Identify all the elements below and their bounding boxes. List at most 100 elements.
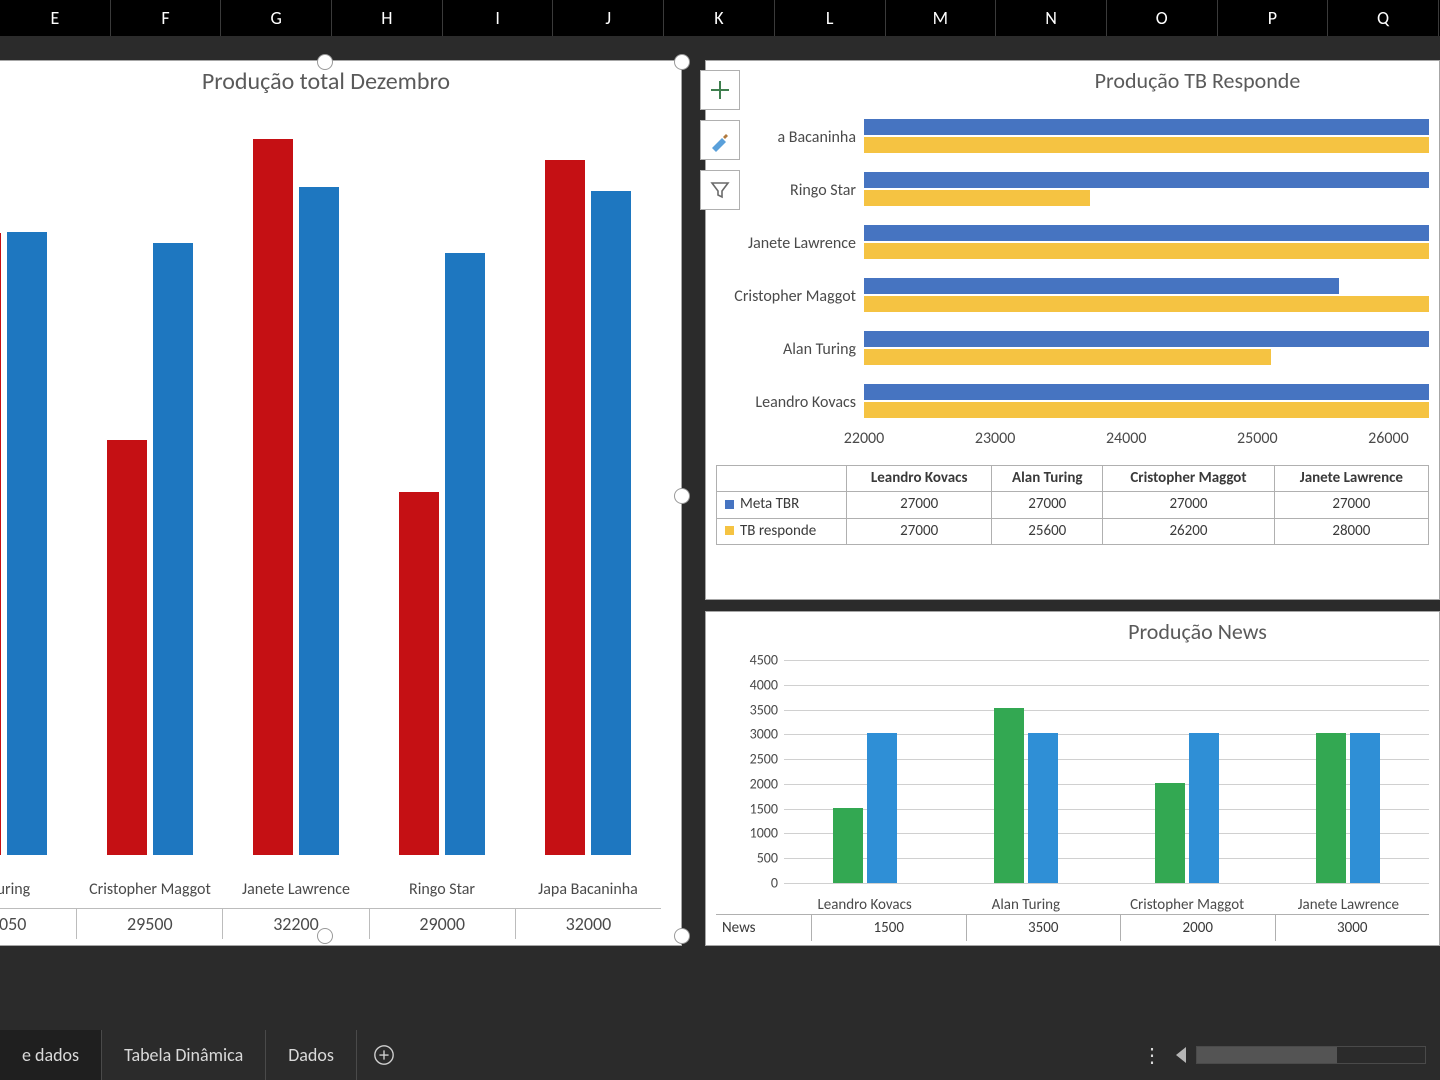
sheet-tab[interactable]: Dados [266, 1030, 357, 1080]
y-tick: 2000 [750, 775, 778, 792]
table-row-header: TB responde [717, 518, 847, 544]
y-tick: 4000 [750, 676, 778, 693]
column-header-row: EFGHIJKLMNOPQ [0, 0, 1440, 36]
y-tick: 1000 [750, 825, 778, 842]
add-sheet-button[interactable] [357, 1030, 411, 1080]
selection-handle[interactable] [674, 928, 690, 944]
hbar-label: Janete Lawrence [716, 234, 864, 253]
data-cell: 3000 [1276, 915, 1430, 941]
chart-category-axis: Leandro KovacsAlan TuringCristopher Magg… [784, 897, 1429, 914]
table-cell: 25600 [992, 518, 1103, 544]
data-cell: 3500 [967, 915, 1122, 941]
y-tick: 2500 [750, 751, 778, 768]
category-label: Janete Lawrence [1268, 897, 1429, 914]
table-col-header: Cristopher Maggot [1103, 466, 1275, 492]
selection-handle[interactable] [674, 488, 690, 504]
sheet-tab-bar: e dadosTabela DinâmicaDados ⋮ [0, 1030, 1440, 1080]
chart-add-element-button[interactable] [700, 70, 740, 110]
data-cell: 1500 [812, 915, 967, 941]
chart-tools-palette [700, 70, 740, 220]
legend-item: News [716, 915, 812, 941]
y-tick: 0 [771, 875, 778, 892]
data-cell: 30050 [0, 909, 77, 939]
data-cell: 32000 [516, 909, 661, 939]
x-tick: 22000 [844, 429, 885, 463]
category-label: Janete Lawrence [223, 879, 369, 901]
category-label: Japa Bacaninha [515, 879, 661, 901]
y-tick: 1500 [750, 800, 778, 817]
data-cell: 2000 [1121, 915, 1276, 941]
column-header-L[interactable]: L [775, 0, 886, 36]
chart-category-axis: n TuringCristopher MaggotJanete Lawrence… [0, 879, 661, 901]
column-header-O[interactable]: O [1107, 0, 1218, 36]
chart-tb-responde[interactable]: Produção TB Responde a BacaninhaRingo St… [705, 60, 1440, 600]
x-tick: 23000 [975, 429, 1016, 463]
sheet-tab[interactable]: Tabela Dinâmica [102, 1030, 266, 1080]
x-tick: 24000 [1106, 429, 1147, 463]
sheet-tab[interactable]: e dados [0, 1030, 102, 1080]
chart-news[interactable]: Produção News 0 500 1000 1500 2000 2500 3000 35… [705, 611, 1440, 946]
chart-title: Produção total Dezembro [0, 67, 681, 96]
scrollbar-track[interactable] [1196, 1046, 1426, 1064]
chart-filter-button[interactable] [700, 170, 740, 210]
column-header-Q[interactable]: Q [1328, 0, 1439, 36]
table-col-header: Alan Turing [992, 466, 1103, 492]
y-axis-ticks: 050010001500200025003000350040004500 [706, 660, 784, 883]
data-cell: 29000 [370, 909, 516, 939]
hbar-area: a BacaninhaRingo StarJanete LawrenceCris… [716, 111, 1429, 429]
hbar-label: Alan Turing [716, 340, 864, 359]
y-tick: 3500 [750, 701, 778, 718]
y-tick: 500 [757, 850, 778, 867]
category-label: Cristopher Maggot [1107, 897, 1268, 914]
column-header-G[interactable]: G [221, 0, 332, 36]
chart-title: Produção News [706, 618, 1439, 645]
selection-handle[interactable] [317, 928, 333, 944]
column-header-I[interactable]: I [443, 0, 554, 36]
category-label: Alan Turing [945, 897, 1106, 914]
column-header-M[interactable]: M [886, 0, 997, 36]
chart-bar-groups [784, 660, 1429, 883]
chart-plot-area [0, 131, 661, 855]
selection-handle[interactable] [674, 54, 690, 70]
hbar-label: Leandro Kovacs [716, 393, 864, 412]
hbar-label: Cristopher Maggot [716, 287, 864, 306]
x-tick: 25000 [1237, 429, 1278, 463]
y-tick: 4500 [750, 652, 778, 669]
chart-data-table-row: News1500350020003000 [716, 914, 1429, 941]
scrollbar-thumb[interactable] [1197, 1047, 1337, 1063]
spreadsheet-canvas[interactable]: Produção total Dezembro n TuringCristoph… [0, 36, 1440, 1030]
category-label: n Turing [0, 879, 77, 901]
column-header-P[interactable]: P [1218, 0, 1329, 36]
category-label: Leandro Kovacs [784, 897, 945, 914]
table-cell: 27000 [1103, 492, 1275, 518]
table-cell: 28000 [1274, 518, 1428, 544]
table-col-header: Leandro Kovacs [847, 466, 992, 492]
column-header-H[interactable]: H [332, 0, 443, 36]
table-cell: 27000 [847, 492, 992, 518]
data-cell: 32200 [223, 909, 369, 939]
column-header-K[interactable]: K [664, 0, 775, 36]
column-header-N[interactable]: N [996, 0, 1107, 36]
table-cell: 27000 [992, 492, 1103, 518]
sheet-menu-button[interactable]: ⋮ [1140, 1043, 1166, 1068]
hbar-x-axis: 2200023000240002500026000 [864, 429, 1429, 463]
column-header-J[interactable]: J [553, 0, 664, 36]
chart-data-table: Leandro KovacsAlan TuringCristopher Magg… [716, 465, 1429, 545]
table-cell: 27000 [847, 518, 992, 544]
selection-handle[interactable] [317, 54, 333, 70]
table-cell: 26200 [1103, 518, 1275, 544]
spacer [411, 1030, 1140, 1080]
table-cell: 27000 [1274, 492, 1428, 518]
table-row-header: Meta TBR [717, 492, 847, 518]
x-tick: 26000 [1368, 429, 1409, 463]
column-header-F[interactable]: F [111, 0, 222, 36]
chart-style-button[interactable] [700, 120, 740, 160]
data-cell: 29500 [77, 909, 223, 939]
chart-bar-groups [0, 131, 661, 855]
category-label: Ringo Star [369, 879, 515, 901]
column-header-E[interactable]: E [0, 0, 111, 36]
chart-producao-total[interactable]: Produção total Dezembro n TuringCristoph… [0, 60, 682, 946]
scroll-left-button[interactable] [1176, 1047, 1186, 1063]
y-tick: 3000 [750, 726, 778, 743]
chart-title: Produção TB Responde [706, 67, 1439, 94]
